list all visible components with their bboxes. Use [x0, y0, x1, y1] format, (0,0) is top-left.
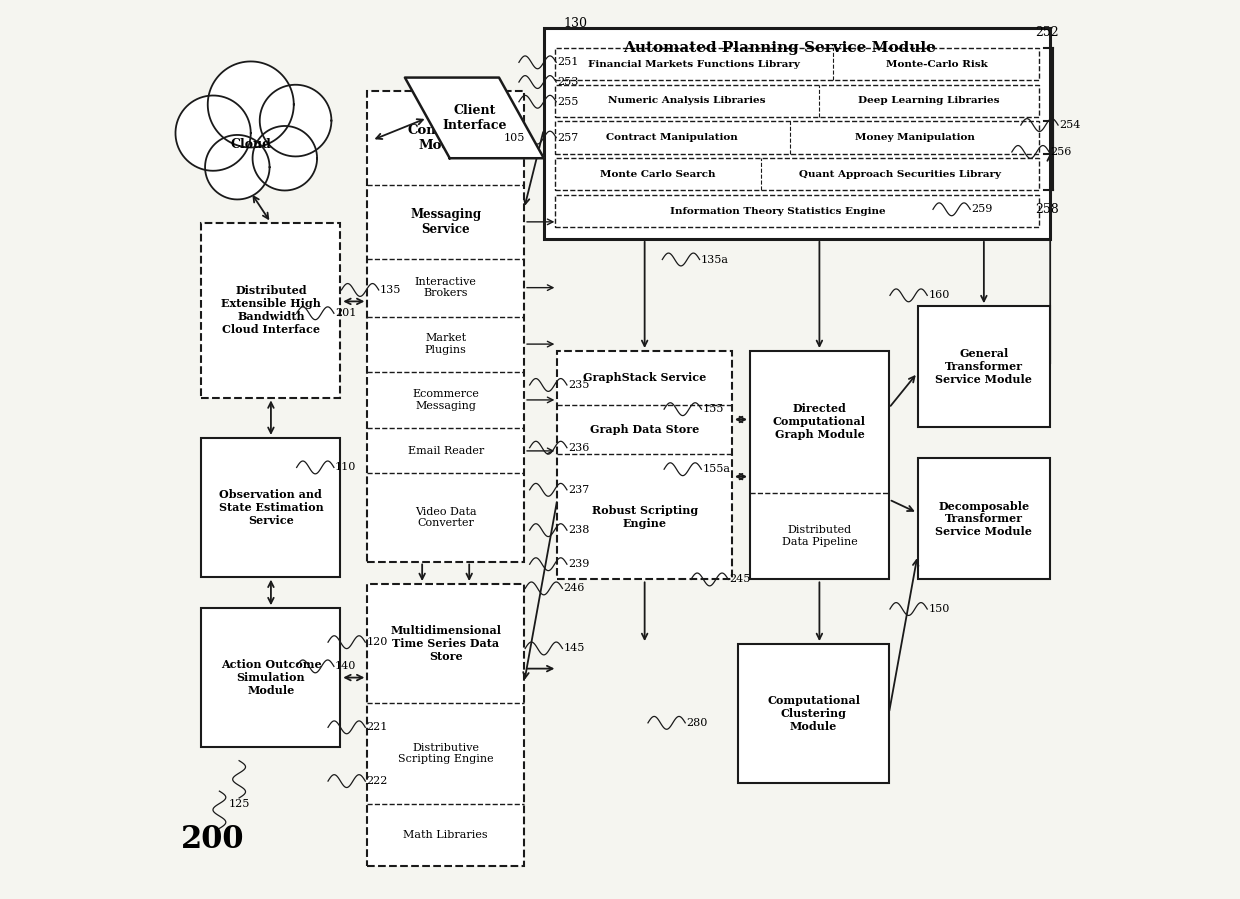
Text: 120: 120	[366, 637, 388, 647]
Text: Distributed
Extensible High
Bandwidth
Cloud Interface: Distributed Extensible High Bandwidth Cl…	[221, 286, 321, 334]
Text: Action Outcome
Simulation
Module: Action Outcome Simulation Module	[221, 659, 321, 696]
Text: Financial Markets Functions Library: Financial Markets Functions Library	[588, 59, 800, 68]
Polygon shape	[405, 77, 544, 158]
FancyBboxPatch shape	[750, 351, 889, 580]
Text: 245: 245	[729, 574, 750, 584]
FancyBboxPatch shape	[557, 351, 732, 580]
FancyBboxPatch shape	[738, 644, 889, 783]
FancyBboxPatch shape	[554, 121, 1039, 154]
Text: Contract Manipulation: Contract Manipulation	[606, 133, 738, 142]
Text: Distributive
Scripting Engine: Distributive Scripting Engine	[398, 743, 494, 764]
Text: Connector
Module: Connector Module	[408, 124, 484, 152]
Text: 110: 110	[335, 462, 356, 472]
Text: 155a: 155a	[702, 464, 730, 474]
FancyBboxPatch shape	[918, 458, 1050, 580]
FancyBboxPatch shape	[201, 223, 340, 397]
FancyBboxPatch shape	[554, 48, 1039, 80]
Text: Video Data
Converter: Video Data Converter	[415, 507, 476, 529]
FancyBboxPatch shape	[554, 158, 1039, 191]
Text: Quant Approach Securities Library: Quant Approach Securities Library	[799, 170, 1001, 179]
Text: Distributed
Data Pipeline: Distributed Data Pipeline	[781, 525, 857, 547]
Text: 255: 255	[557, 97, 579, 107]
Text: 259: 259	[971, 204, 993, 214]
Text: Ecommerce
Messaging: Ecommerce Messaging	[412, 389, 479, 411]
Circle shape	[208, 61, 294, 147]
Text: 251: 251	[557, 58, 579, 67]
Text: 236: 236	[568, 442, 589, 453]
Text: Email Reader: Email Reader	[408, 446, 484, 456]
Text: 130: 130	[563, 17, 588, 31]
Text: 125: 125	[228, 799, 249, 809]
Text: 200: 200	[181, 823, 244, 855]
FancyBboxPatch shape	[367, 584, 525, 867]
Circle shape	[253, 126, 317, 191]
Text: 257: 257	[557, 133, 579, 143]
Text: 160: 160	[929, 290, 950, 300]
Text: Market
Plugins: Market Plugins	[425, 334, 466, 355]
Text: Graph Data Store: Graph Data Store	[590, 423, 699, 435]
Text: 258: 258	[1035, 203, 1059, 216]
Text: 135: 135	[379, 285, 402, 295]
Text: 150: 150	[929, 604, 950, 614]
Text: Automated Planning Service Module: Automated Planning Service Module	[622, 41, 935, 55]
Text: Deep Learning Libraries: Deep Learning Libraries	[858, 96, 999, 105]
Text: 105: 105	[503, 133, 525, 143]
Text: Monte-Carlo Risk: Monte-Carlo Risk	[885, 59, 987, 68]
Text: Observation and
State Estimation
Service: Observation and State Estimation Service	[218, 489, 324, 526]
Text: Information Theory Statistics Engine: Information Theory Statistics Engine	[670, 207, 885, 216]
Text: 238: 238	[568, 525, 589, 535]
Text: Math Libraries: Math Libraries	[403, 830, 489, 841]
Text: 256: 256	[1050, 147, 1071, 157]
Text: 145: 145	[563, 644, 585, 654]
Text: 252: 252	[1035, 26, 1059, 40]
Circle shape	[205, 135, 269, 200]
Text: 222: 222	[366, 776, 388, 786]
Text: Decomposable
Transformer
Service Module: Decomposable Transformer Service Module	[935, 501, 1033, 538]
FancyBboxPatch shape	[554, 195, 1039, 227]
FancyBboxPatch shape	[367, 91, 525, 562]
Text: Interactive
Brokers: Interactive Brokers	[414, 277, 476, 298]
Text: 246: 246	[563, 583, 585, 593]
FancyBboxPatch shape	[918, 306, 1050, 427]
Circle shape	[259, 85, 331, 156]
Circle shape	[176, 95, 250, 171]
Text: Messaging
Service: Messaging Service	[410, 208, 481, 236]
Text: 201: 201	[335, 308, 356, 318]
Text: 254: 254	[1059, 120, 1080, 130]
Text: 235: 235	[568, 380, 589, 390]
Text: 237: 237	[568, 485, 589, 494]
Text: GraphStack Service: GraphStack Service	[583, 372, 707, 383]
Text: Computational
Clustering
Module: Computational Clustering Module	[768, 695, 861, 732]
Text: 253: 253	[557, 77, 579, 87]
Text: Robust Scripting
Engine: Robust Scripting Engine	[591, 505, 698, 529]
Text: 140: 140	[335, 662, 356, 672]
Text: Multidimensional
Time Series Data
Store: Multidimensional Time Series Data Store	[391, 625, 501, 662]
Text: 155: 155	[702, 405, 724, 414]
Text: 239: 239	[568, 559, 589, 569]
Text: 221: 221	[366, 722, 388, 733]
Text: Money Manipulation: Money Manipulation	[854, 133, 975, 142]
Text: Client
Interface: Client Interface	[443, 104, 507, 132]
FancyBboxPatch shape	[554, 85, 1039, 117]
Text: 280: 280	[686, 717, 708, 728]
Text: Directed
Computational
Graph Module: Directed Computational Graph Module	[773, 404, 866, 441]
Text: Numeric Analysis Libraries: Numeric Analysis Libraries	[608, 96, 765, 105]
Text: Cloud: Cloud	[231, 138, 272, 151]
Text: General
Transformer
Service Module: General Transformer Service Module	[935, 348, 1033, 385]
FancyBboxPatch shape	[544, 28, 1050, 239]
Text: Monte Carlo Search: Monte Carlo Search	[600, 170, 715, 179]
FancyBboxPatch shape	[201, 438, 340, 577]
FancyBboxPatch shape	[201, 608, 340, 747]
Text: 135a: 135a	[701, 254, 729, 264]
